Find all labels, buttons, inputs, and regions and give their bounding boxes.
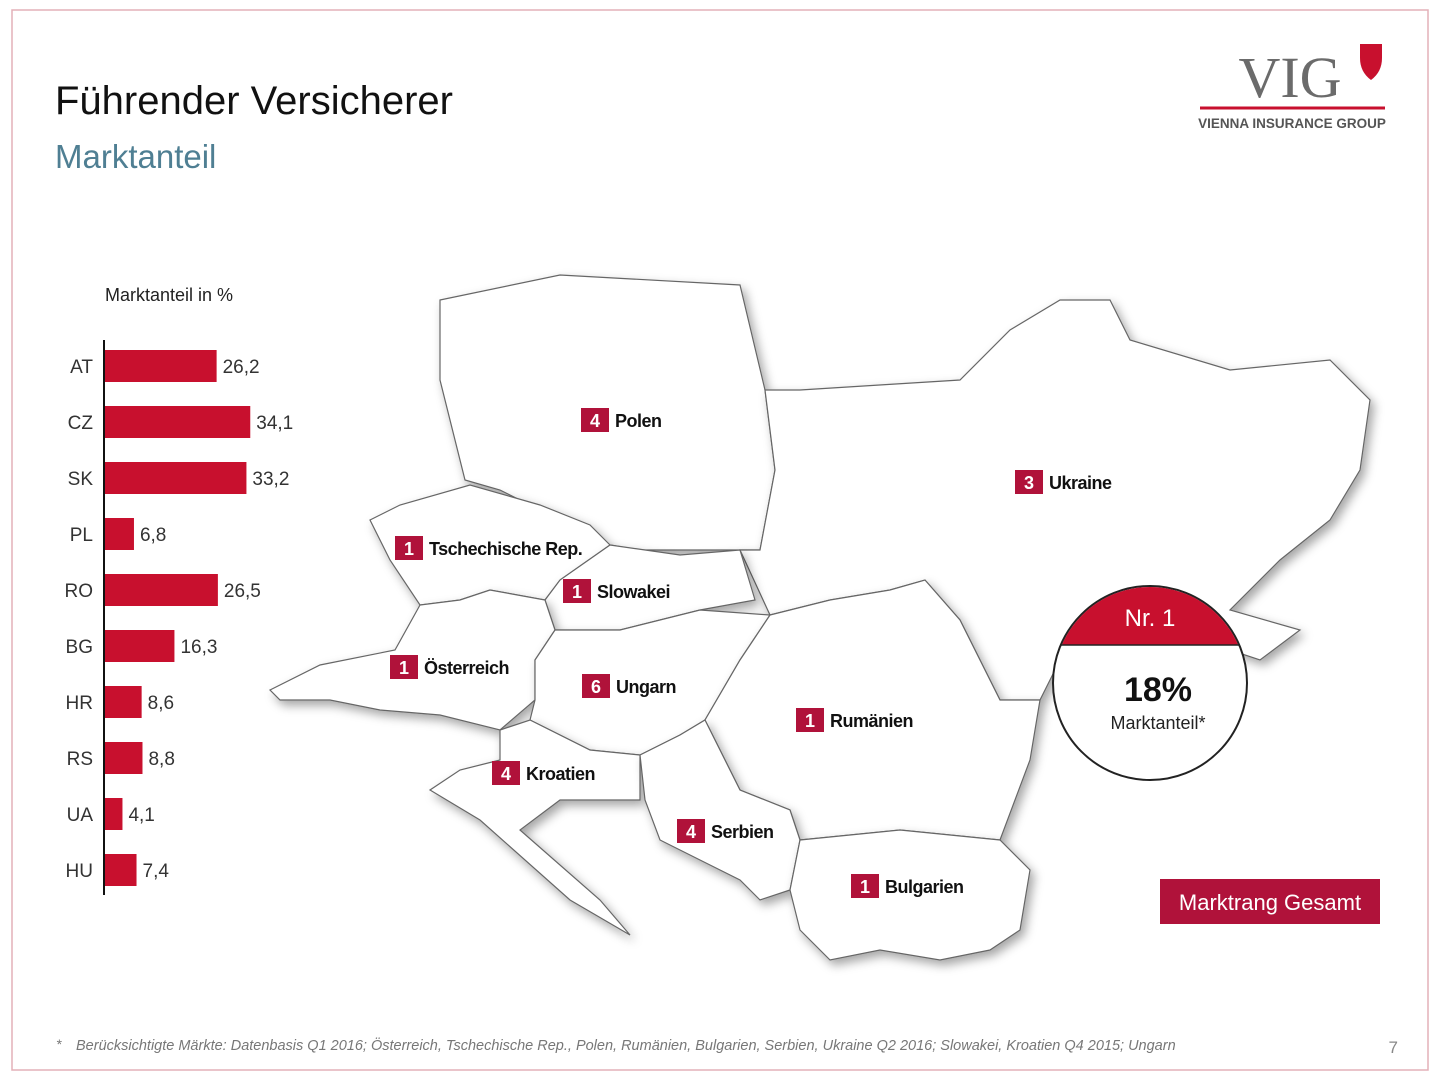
rank-number: 1: [860, 877, 870, 897]
badge: Nr. 1 18% Marktanteil*: [1052, 585, 1248, 781]
rank-number: 1: [805, 711, 815, 731]
value-label: 33,2: [252, 469, 289, 490]
country-name: Tschechische Rep.: [429, 539, 582, 559]
bar: [105, 350, 217, 382]
rank-number: 3: [1024, 473, 1034, 493]
value-label: 8,6: [148, 693, 174, 714]
y-tick-label: RS: [67, 749, 93, 770]
y-tick-label: BG: [66, 637, 93, 658]
rank-number: 4: [686, 822, 696, 842]
value-label: 16,3: [180, 637, 217, 658]
y-tick-label: RO: [65, 581, 94, 602]
value-label: 34,1: [256, 413, 293, 434]
badge-label: Marktanteil*: [1110, 713, 1205, 733]
y-tick-label: AT: [70, 357, 93, 378]
rank-box: [581, 408, 609, 432]
country-name: Serbien: [711, 822, 774, 842]
country-name: Slowakei: [597, 582, 670, 602]
chart-title: Marktanteil in %: [105, 285, 233, 305]
slide-title: Führender Versicherer: [55, 79, 453, 123]
slide-subtitle: Marktanteil: [55, 138, 216, 175]
bar: [105, 630, 175, 662]
rank-number: 1: [404, 539, 414, 559]
country-shape: [428, 719, 641, 936]
value-label: 8,8: [148, 749, 174, 770]
value-label: 4,1: [128, 805, 154, 826]
rank-number: 1: [572, 582, 582, 602]
rank-box: [1015, 470, 1043, 494]
rank-number: 1: [399, 658, 409, 678]
rank-box: [492, 761, 520, 785]
badge-rank: Nr. 1: [1125, 605, 1176, 632]
country-name: Ungarn: [616, 677, 676, 697]
country-name: Rumänien: [830, 711, 913, 731]
bar: [105, 742, 143, 774]
footnote: Berücksichtigte Märkte: Datenbasis Q1 20…: [76, 1036, 1176, 1054]
badge-band: [1061, 587, 1239, 645]
y-tick-label: SK: [68, 469, 94, 490]
rank-number: 4: [590, 411, 600, 431]
bar: [105, 518, 134, 550]
bar: [105, 574, 218, 606]
rank-box: [390, 655, 418, 679]
rank-box: [851, 874, 879, 898]
country-name: Polen: [615, 411, 662, 431]
map: [268, 274, 1371, 961]
bar: [105, 406, 251, 438]
badge-value: 18%: [1124, 671, 1192, 709]
bar: [105, 686, 142, 718]
rank-box: [677, 819, 705, 843]
country-name: Ukraine: [1049, 473, 1112, 493]
value-label: 26,5: [224, 581, 261, 602]
button[interactable]: [1160, 879, 1380, 924]
bar: [105, 798, 123, 830]
logo-tagline: VIENNA INSURANCE GROUP: [1198, 116, 1386, 131]
country-name: Kroatien: [526, 764, 595, 784]
bar: [105, 854, 137, 886]
country-shape: [789, 829, 1031, 961]
rank-box: [563, 579, 591, 603]
footnote-marker: *: [56, 1036, 62, 1052]
rank-number: 4: [501, 764, 511, 784]
y-tick-label: HU: [66, 861, 93, 882]
logo-shield: [1360, 44, 1382, 80]
rank-number: 6: [591, 677, 601, 697]
rank-box: [796, 708, 824, 732]
button-label[interactable]: Marktrang Gesamt: [1179, 890, 1361, 915]
rank-box: [582, 674, 610, 698]
country-name: Österreich: [424, 658, 509, 678]
y-tick-label: CZ: [68, 413, 94, 434]
y-tick-label: PL: [70, 525, 93, 546]
logo-mark: VIG: [1238, 45, 1341, 110]
logo: VIG VIENNA INSURANCE GROUP: [1198, 44, 1386, 131]
slide-border: [11, 9, 1429, 1071]
value-label: 26,2: [223, 357, 260, 378]
value-label: 7,4: [143, 861, 170, 882]
rank-box: [395, 536, 423, 560]
bar: [105, 462, 247, 494]
y-tick-label: HR: [66, 693, 93, 714]
value-label: 6,8: [140, 525, 166, 546]
country-name: Bulgarien: [885, 877, 964, 897]
y-tick-label: UA: [67, 805, 94, 826]
page-number: 7: [1389, 1038, 1398, 1057]
